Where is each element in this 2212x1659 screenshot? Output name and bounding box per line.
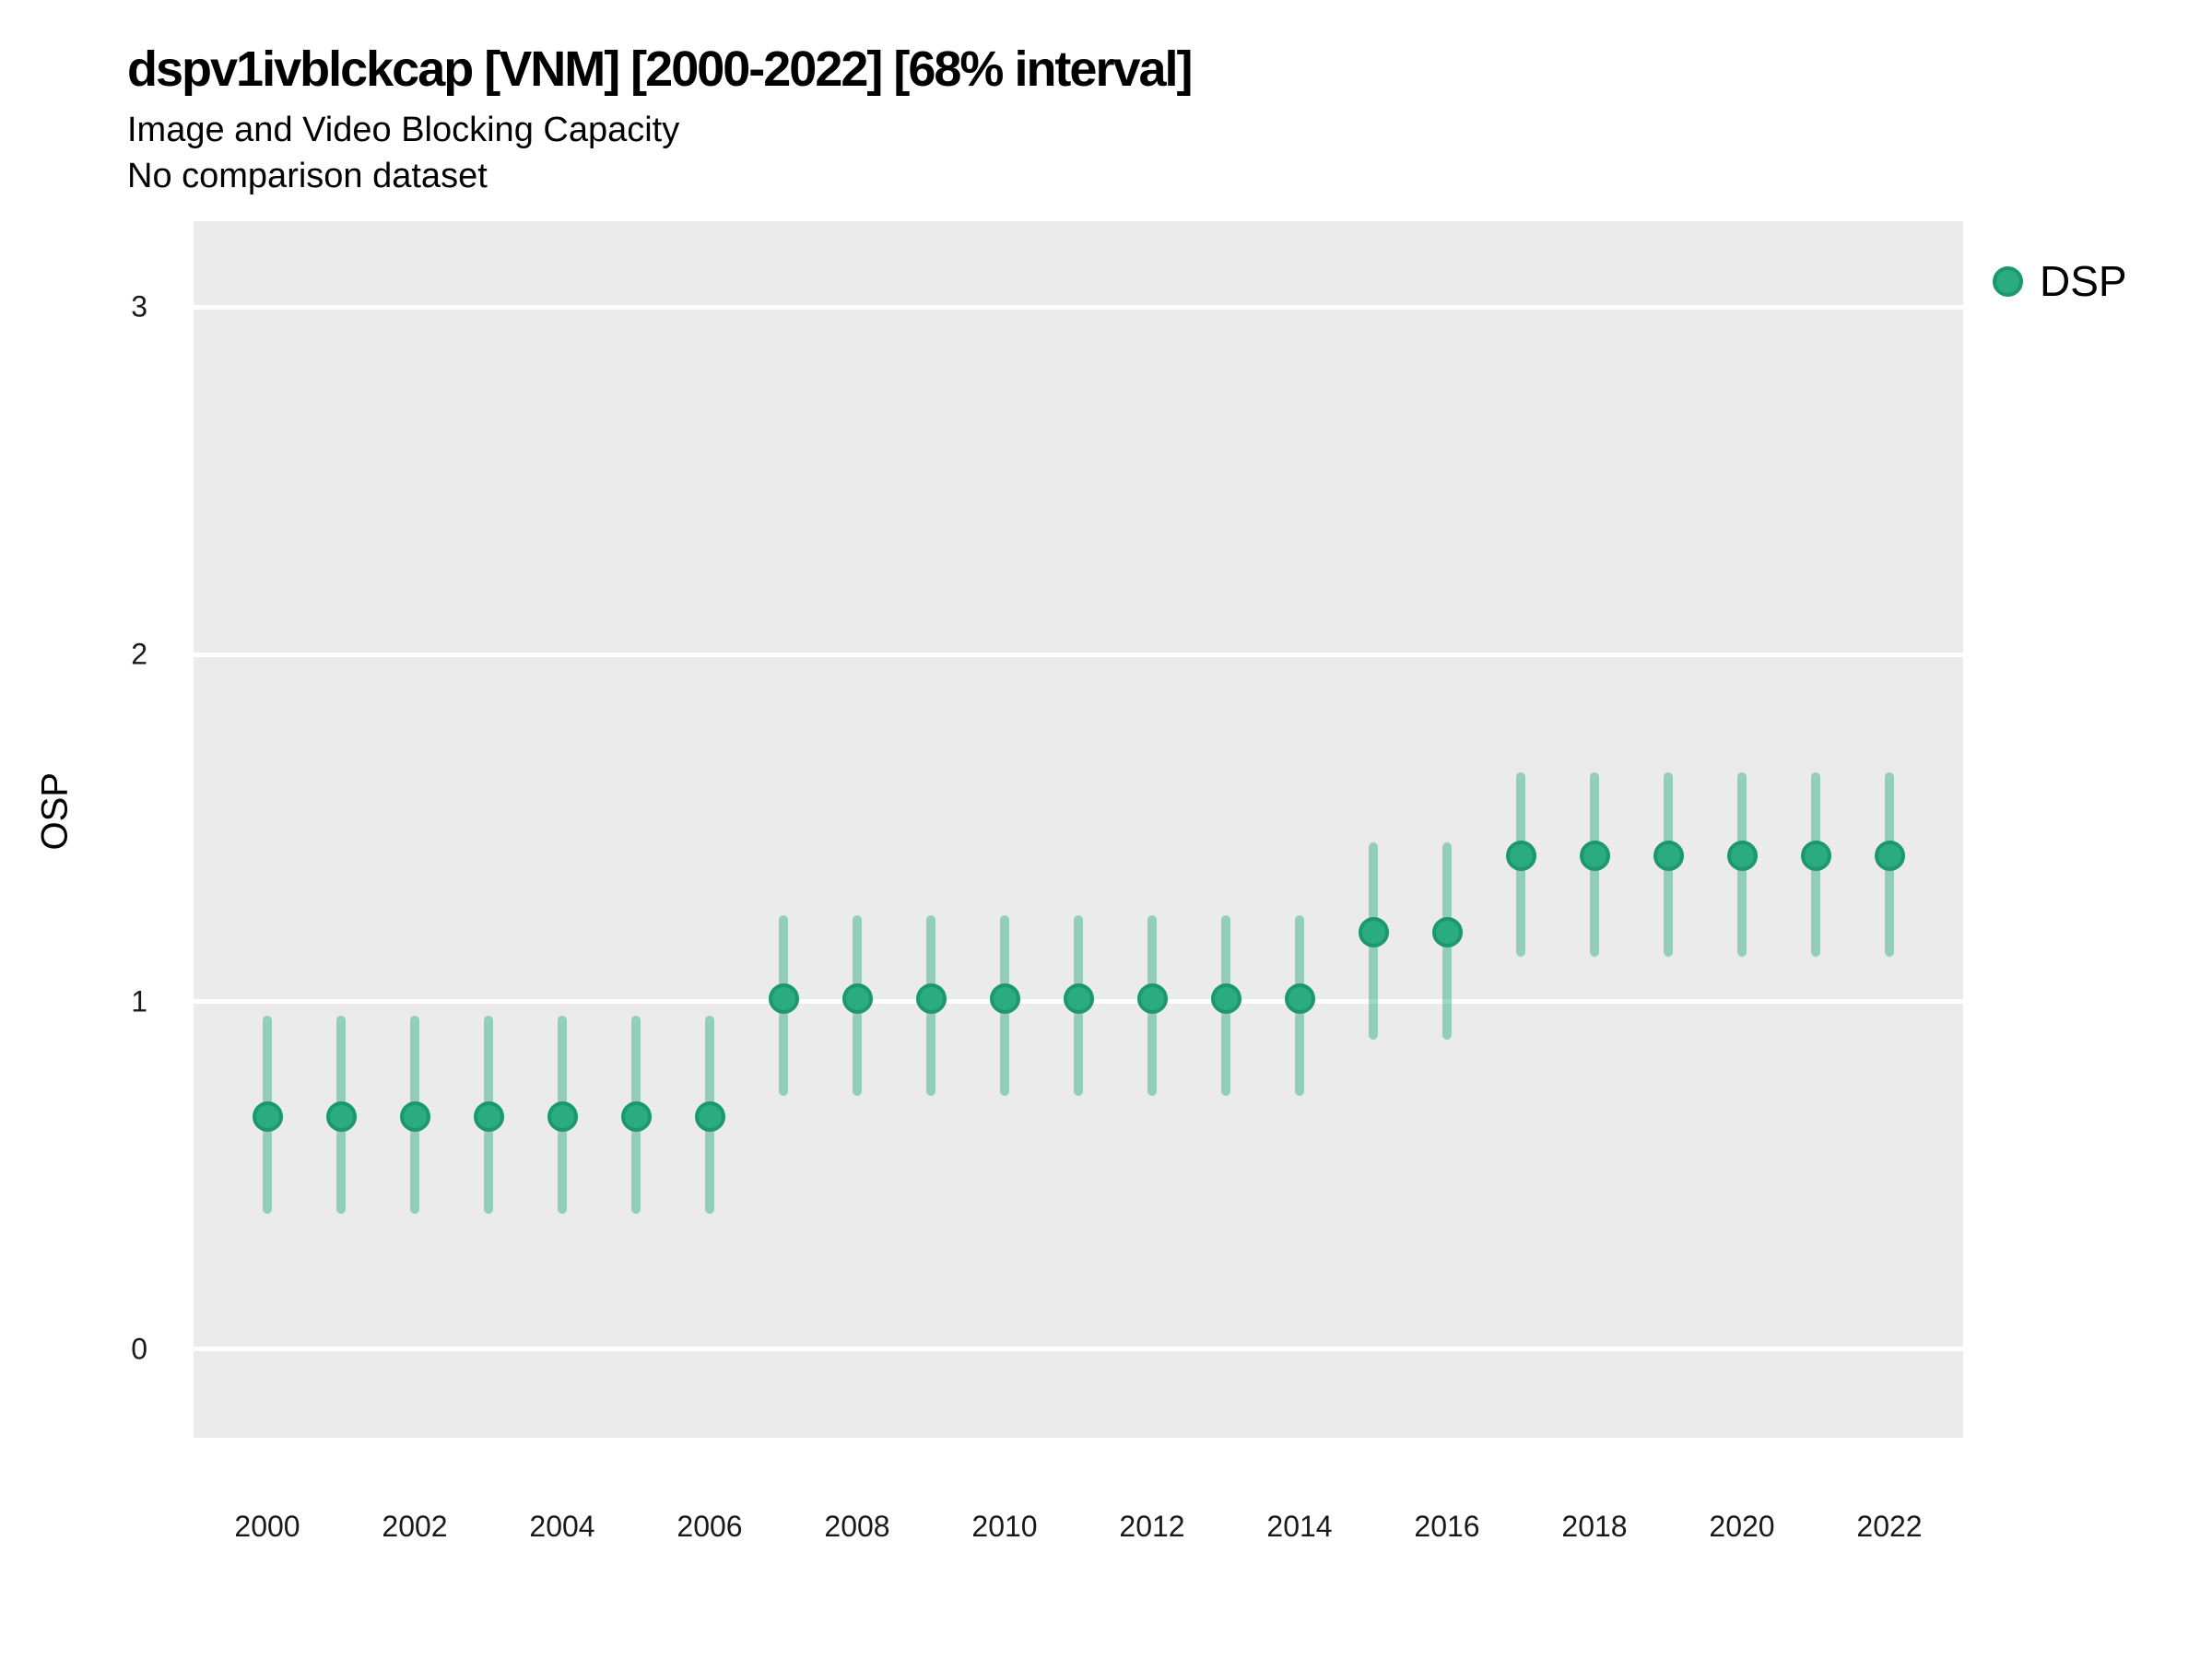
y-tick-label-2: 2 bbox=[131, 637, 147, 671]
chart-title: dspv1ivblckcap [VNM] [2000-2022] [68% in… bbox=[127, 41, 1194, 97]
chart-subtitle: Image and Video Blocking Capacity bbox=[127, 111, 680, 149]
data-point-2018 bbox=[1579, 841, 1610, 872]
x-tick-label-2014: 2014 bbox=[1266, 1510, 1333, 1543]
data-point-2015 bbox=[1358, 917, 1389, 948]
x-tick-label-2010: 2010 bbox=[971, 1510, 1038, 1543]
data-point-2001 bbox=[325, 1100, 357, 1132]
data-point-2003 bbox=[473, 1100, 504, 1132]
data-point-2019 bbox=[1653, 841, 1684, 872]
data-point-2016 bbox=[1431, 917, 1463, 948]
data-point-2022 bbox=[1874, 841, 1905, 872]
x-tick-label-2020: 2020 bbox=[1709, 1510, 1775, 1543]
legend-dsp-label: DSP bbox=[2040, 257, 2127, 305]
comparison-note: No comparison dataset bbox=[127, 157, 488, 195]
data-point-2021 bbox=[1800, 841, 1831, 872]
x-tick-label-2012: 2012 bbox=[1119, 1510, 1185, 1543]
y-tick-label-1: 1 bbox=[131, 984, 147, 1018]
data-point-2000 bbox=[252, 1100, 283, 1132]
x-tick-label-2006: 2006 bbox=[677, 1510, 743, 1543]
data-point-2010 bbox=[989, 982, 1020, 1014]
y-axis-title: OSP bbox=[34, 772, 76, 851]
x-tick-label-2000: 2000 bbox=[234, 1510, 300, 1543]
y-tick-label-0: 0 bbox=[131, 1332, 147, 1366]
data-point-2008 bbox=[841, 982, 873, 1014]
data-point-2013 bbox=[1210, 982, 1241, 1014]
data-point-2007 bbox=[768, 982, 799, 1014]
x-tick-label-2004: 2004 bbox=[529, 1510, 595, 1543]
data-point-2011 bbox=[1063, 982, 1094, 1014]
legend: DSP bbox=[1993, 256, 2127, 306]
data-point-2017 bbox=[1505, 841, 1536, 872]
gridline-y-3 bbox=[194, 304, 1963, 310]
data-point-2004 bbox=[547, 1100, 578, 1132]
data-point-2009 bbox=[915, 982, 947, 1014]
data-point-2020 bbox=[1726, 841, 1758, 872]
y-tick-label-3: 3 bbox=[131, 289, 147, 324]
x-tick-label-2002: 2002 bbox=[382, 1510, 448, 1543]
x-tick-label-2018: 2018 bbox=[1561, 1510, 1628, 1543]
data-point-2006 bbox=[694, 1100, 725, 1132]
x-tick-label-2022: 2022 bbox=[1856, 1510, 1923, 1543]
gridline-y-0 bbox=[194, 1347, 1963, 1352]
x-tick-label-2016: 2016 bbox=[1414, 1510, 1480, 1543]
data-point-2002 bbox=[399, 1100, 430, 1132]
plot-panel bbox=[194, 221, 1963, 1438]
data-point-2005 bbox=[620, 1100, 652, 1132]
gridline-y-2 bbox=[194, 652, 1963, 657]
x-tick-label-2008: 2008 bbox=[824, 1510, 890, 1543]
legend-dsp-dot-icon bbox=[1993, 265, 2023, 297]
data-point-2014 bbox=[1284, 982, 1315, 1014]
data-point-2012 bbox=[1136, 982, 1168, 1014]
